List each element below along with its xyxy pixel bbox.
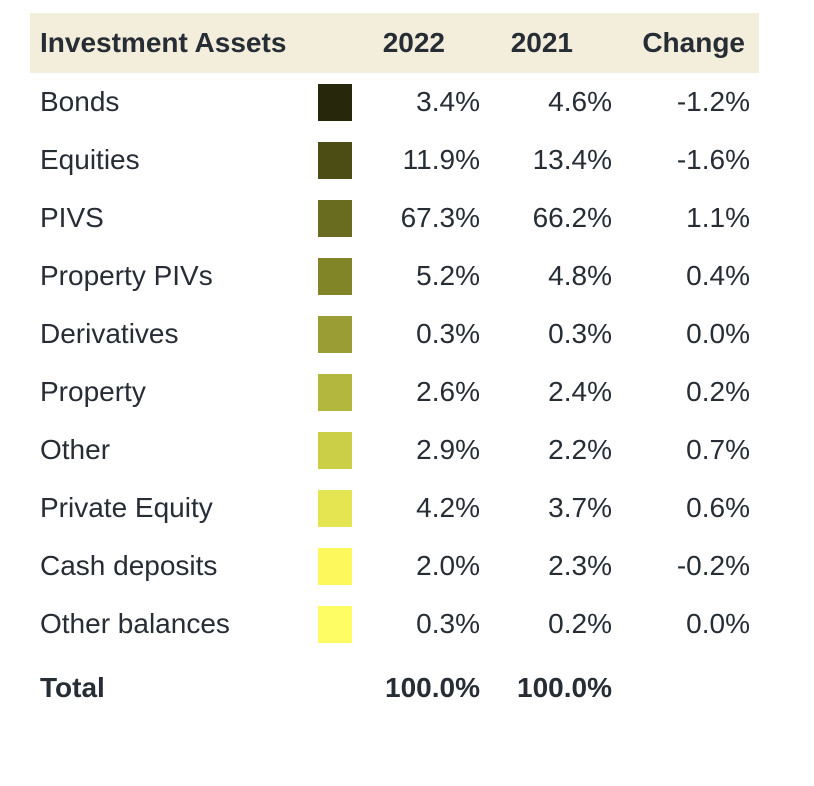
value-change: 1.1% — [686, 202, 750, 233]
investment-assets-table: Investment Assets 2022 2021 Change Bonds… — [30, 13, 759, 723]
value-2021: 4.8% — [548, 260, 612, 291]
table-row: Other balances 0.3% 0.2% 0.0% — [30, 595, 759, 653]
value-2022: 0.3% — [416, 318, 480, 349]
asset-label: Derivatives — [40, 318, 179, 349]
value-2021: 2.3% — [548, 550, 612, 581]
table-row: PIVS 67.3% 66.2% 1.1% — [30, 189, 759, 247]
color-swatch — [318, 315, 352, 353]
table-row: Other 2.9% 2.2% 0.7% — [30, 421, 759, 479]
table-row: Property PIVs 5.2% 4.8% 0.4% — [30, 247, 759, 305]
table-row: Private Equity 4.2% 3.7% 0.6% — [30, 479, 759, 537]
swatch-cell — [310, 315, 360, 353]
swatch-cell — [310, 489, 360, 527]
asset-label: Equities — [40, 144, 140, 175]
value-change: 0.2% — [686, 376, 750, 407]
swatch-cell — [310, 605, 360, 643]
swatch-cell — [310, 373, 360, 411]
value-2022: 11.9% — [402, 144, 480, 175]
value-2021: 13.4% — [532, 144, 612, 175]
color-swatch — [318, 373, 352, 411]
color-swatch — [318, 199, 352, 237]
swatch-cell — [310, 257, 360, 295]
color-swatch — [318, 547, 352, 585]
asset-label: Private Equity — [40, 492, 213, 523]
swatch-cell — [310, 141, 360, 179]
value-change: -1.6% — [676, 144, 750, 175]
color-swatch — [318, 605, 352, 643]
total-2021-value: 100.0% — [517, 672, 612, 703]
value-2022: 0.3% — [416, 608, 480, 639]
total-label: Total — [40, 672, 105, 703]
table-row: Cash deposits 2.0% 2.3% -0.2% — [30, 537, 759, 595]
color-swatch — [318, 431, 352, 469]
value-2021: 4.6% — [548, 86, 612, 117]
value-change: 0.0% — [686, 318, 750, 349]
color-swatch — [318, 141, 352, 179]
value-2021: 0.3% — [548, 318, 612, 349]
value-2022: 4.2% — [416, 492, 480, 523]
swatch-cell — [310, 199, 360, 237]
asset-label: Other balances — [40, 608, 230, 639]
color-swatch — [318, 257, 352, 295]
header-change: Change — [642, 27, 745, 58]
total-2022-value: 100.0% — [385, 672, 480, 703]
value-2022: 5.2% — [416, 260, 480, 291]
value-change: 0.4% — [686, 260, 750, 291]
table-row: Bonds 3.4% 4.6% -1.2% — [30, 73, 759, 131]
asset-label: Other — [40, 434, 111, 465]
value-2022: 2.9% — [416, 434, 480, 465]
table-header-row: Investment Assets 2022 2021 Change — [30, 13, 759, 73]
asset-label: Property — [40, 376, 146, 407]
value-2022: 2.0% — [416, 550, 480, 581]
value-2021: 0.2% — [548, 608, 612, 639]
table-row: Equities 11.9% 13.4% -1.6% — [30, 131, 759, 189]
value-change: -0.2% — [676, 550, 750, 581]
color-swatch — [318, 489, 352, 527]
asset-label: Property PIVs — [40, 260, 213, 291]
asset-label: PIVS — [40, 202, 104, 233]
header-2022: 2022 — [382, 27, 445, 58]
value-2022: 2.6% — [416, 376, 480, 407]
color-swatch — [318, 83, 352, 121]
value-2021: 3.7% — [548, 492, 612, 523]
value-2021: 66.2% — [532, 202, 612, 233]
swatch-cell — [310, 83, 360, 121]
value-2022: 67.3% — [400, 202, 480, 233]
header-investment-assets: Investment Assets — [40, 27, 287, 58]
value-2022: 3.4% — [416, 86, 480, 117]
value-2021: 2.2% — [548, 434, 612, 465]
table-body: Bonds 3.4% 4.6% -1.2% Equities 11.9% 13.4% -1.6… — [30, 73, 759, 653]
header-2021: 2021 — [510, 27, 573, 58]
swatch-cell — [310, 547, 360, 585]
table-total-row: Total 100.0% 100.0% — [30, 653, 759, 723]
value-change: 0.6% — [686, 492, 750, 523]
value-change: -1.2% — [676, 86, 750, 117]
swatch-cell — [310, 431, 360, 469]
value-change: 0.7% — [686, 434, 750, 465]
asset-label: Cash deposits — [40, 550, 218, 581]
value-change: 0.0% — [686, 608, 750, 639]
table-row: Derivatives 0.3% 0.3% 0.0% — [30, 305, 759, 363]
asset-label: Bonds — [40, 86, 120, 117]
value-2021: 2.4% — [548, 376, 612, 407]
table-row: Property 2.6% 2.4% 0.2% — [30, 363, 759, 421]
